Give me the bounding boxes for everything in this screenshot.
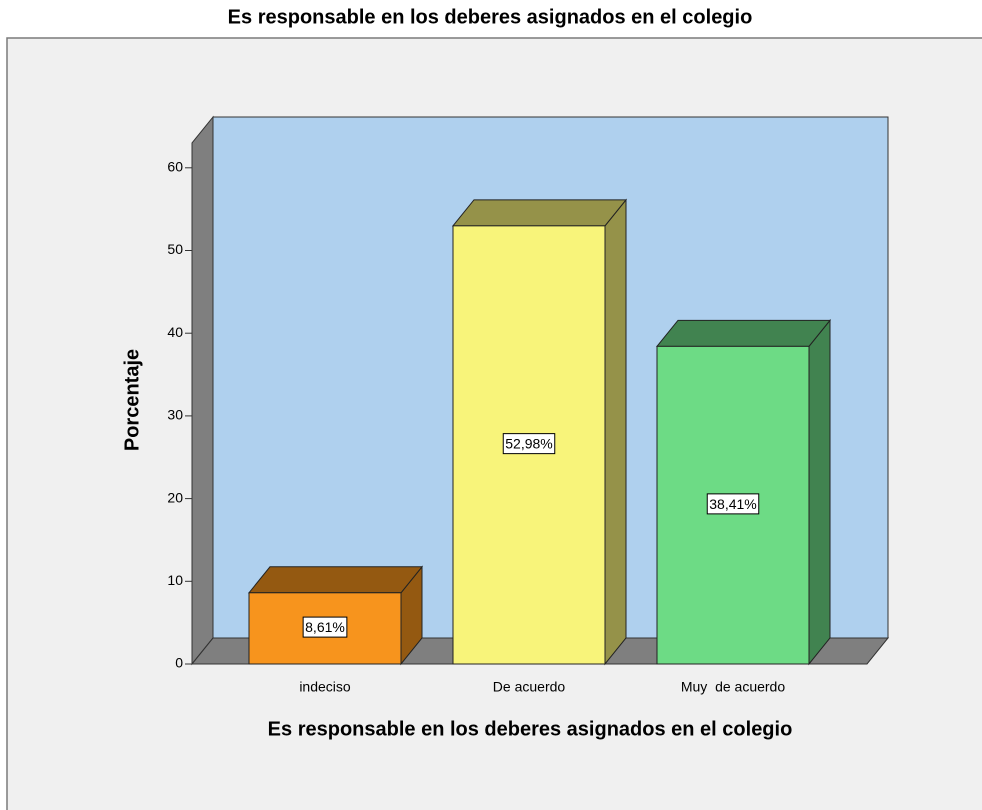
x-tick-label: Muy de acuerdo [681,679,785,695]
x-axis-title: Es responsable en los deberes asignados … [268,718,793,740]
y-tick-label: 50 [167,241,183,257]
value-label-box [502,433,556,455]
bar-side [604,198,627,666]
bar-top [451,199,628,227]
chart-title: Es responsable en los deberes asignados … [228,6,753,28]
value-label: 52,98% [505,436,552,452]
bar-top [247,566,424,594]
value-label-box [706,493,760,515]
side-wall [191,115,214,666]
bar-top [655,319,832,347]
bar-side [808,318,831,666]
y-tick-label: 10 [167,572,183,588]
y-axis-title: Porcentaje [121,349,143,451]
y-tick-label: 20 [167,489,183,505]
y-tick-label: 60 [167,159,183,175]
y-tick-label: 0 [175,655,183,671]
value-label: 8,61% [305,619,345,635]
x-tick-label: indeciso [299,679,351,695]
y-tick-label: 40 [167,324,183,340]
value-label-box [302,616,348,638]
y-tick-label: 30 [167,407,183,423]
value-label: 38,41% [709,496,756,512]
x-tick-label: De acuerdo [493,679,566,695]
